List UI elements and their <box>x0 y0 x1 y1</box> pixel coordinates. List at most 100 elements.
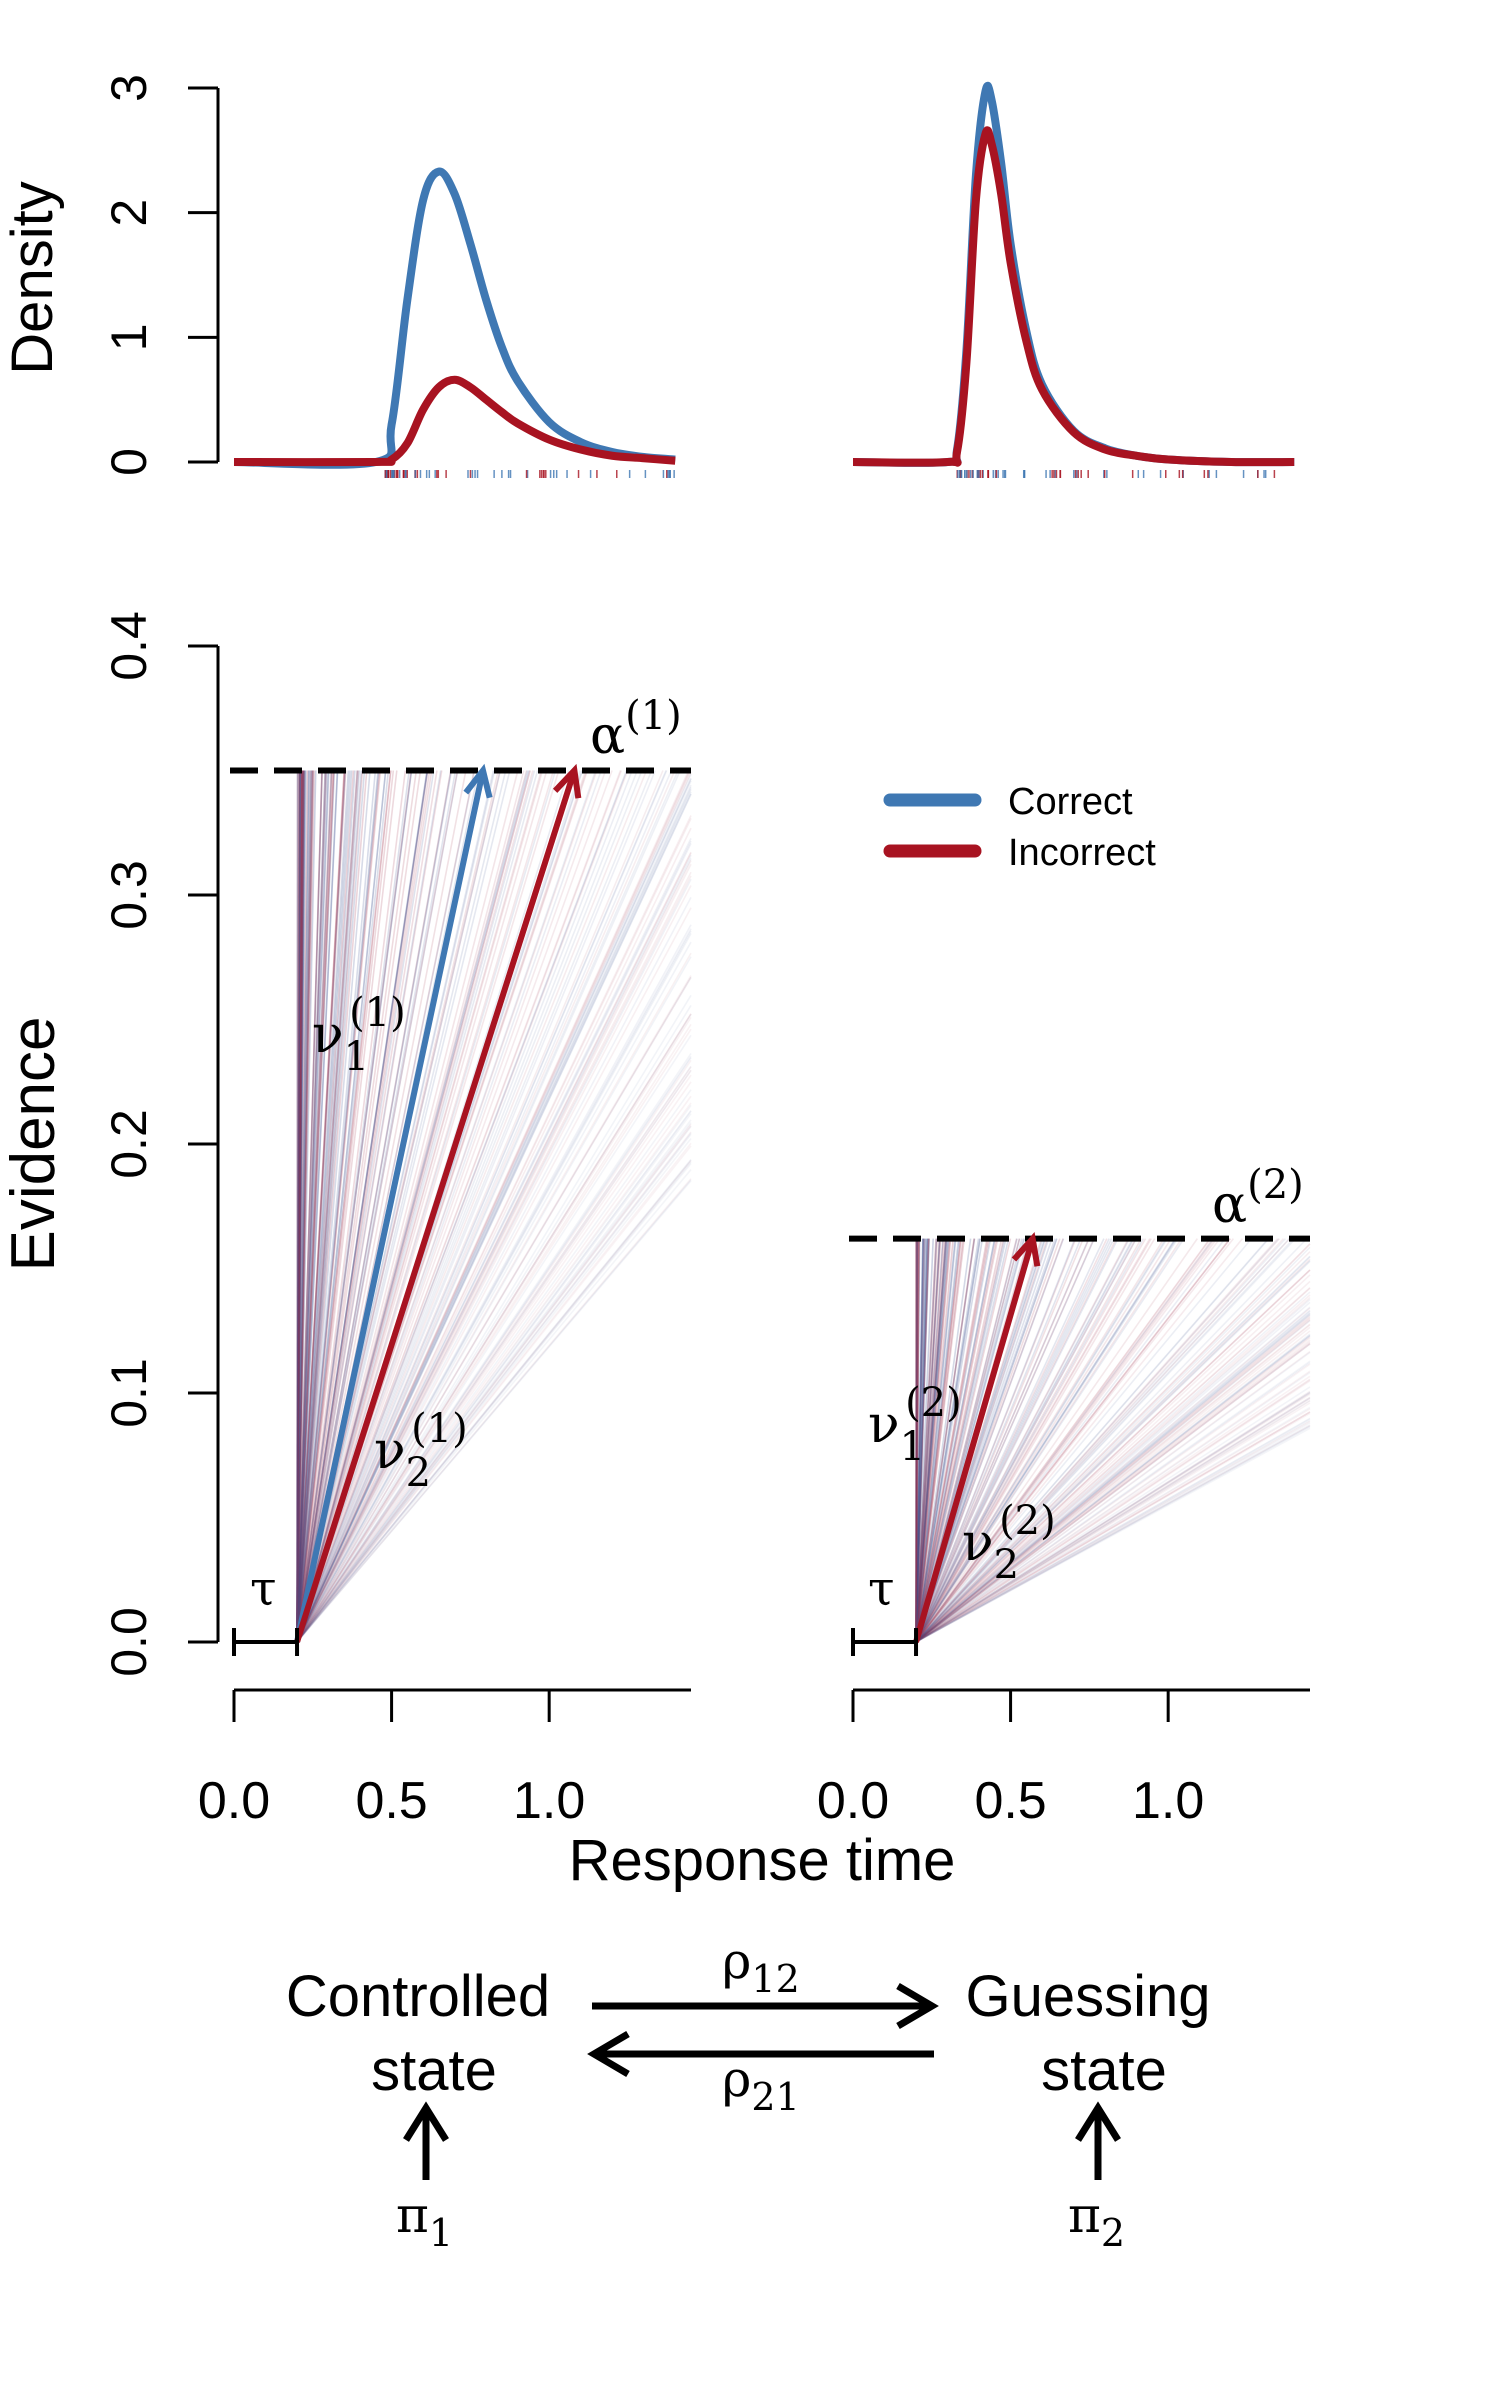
trajectory-line <box>915 1340 1311 1643</box>
trajectory-line <box>915 1238 927 1643</box>
trajectory-line <box>296 770 534 1643</box>
trajectory-line <box>915 1238 954 1643</box>
trajectory-line <box>296 770 623 1643</box>
trajectory-line <box>296 784 692 1643</box>
trajectory-line <box>915 1238 1119 1643</box>
trajectory-line <box>915 1319 1311 1643</box>
trajectory-line <box>915 1256 1311 1643</box>
trajectory-line <box>296 770 664 1643</box>
trajectory-line <box>915 1238 1165 1643</box>
rho21-label: ρ21 <box>722 2050 800 2119</box>
trajectory-line <box>915 1238 981 1643</box>
trajectory-line <box>296 770 335 1643</box>
trajectory-line <box>296 1159 692 1643</box>
trajectory-line <box>296 770 653 1643</box>
trajectory-line <box>915 1238 962 1643</box>
legend-correct-label: Correct <box>1008 781 1133 823</box>
trajectory-line <box>915 1392 1311 1643</box>
trajectory-line <box>296 770 301 1643</box>
trajectory-line <box>296 1004 692 1643</box>
trajectory-line <box>296 1069 692 1643</box>
trajectory-line <box>915 1238 961 1643</box>
trajectory-line <box>915 1238 1231 1643</box>
trajectory-line <box>915 1238 919 1643</box>
trajectory-line <box>296 770 676 1643</box>
trajectory-line <box>296 818 692 1643</box>
trajectory-line <box>915 1238 929 1643</box>
trajectory-line <box>296 1069 692 1643</box>
trajectory-line <box>915 1238 1279 1643</box>
trajectory-line <box>296 1028 692 1643</box>
trajectory-line <box>296 770 339 1643</box>
trajectory-line <box>915 1238 1269 1643</box>
trajectory-line <box>915 1378 1311 1643</box>
trajectory-line <box>915 1280 1311 1643</box>
trajectory-line <box>915 1238 1130 1643</box>
trajectory-line <box>296 770 311 1643</box>
trajectory-line <box>915 1238 975 1643</box>
evidence-left-x-axis: 0.0 0.5 1.0 <box>198 1688 691 1830</box>
trajectory-line <box>915 1238 920 1643</box>
trajectory-line <box>915 1238 962 1643</box>
trajectory-line <box>915 1238 929 1643</box>
density-left-panel: 0 1 2 3 Density <box>0 74 676 478</box>
trajectory-line <box>296 770 442 1643</box>
trajectory-line <box>915 1334 1311 1643</box>
trajectory-line <box>296 770 407 1643</box>
trajectory-line <box>296 770 347 1643</box>
trajectory-line <box>915 1238 941 1643</box>
controlled-state-line2: state <box>371 2038 497 2103</box>
trajectory-line <box>915 1238 1135 1643</box>
trajectory-line <box>296 770 382 1643</box>
trajectory-line <box>296 885 692 1643</box>
pi1-arrow <box>403 2101 449 2180</box>
trajectory-line <box>296 770 339 1643</box>
trajectory-line <box>296 770 346 1643</box>
trajectory-line <box>915 1336 1311 1643</box>
alpha1-label: α(1) <box>590 693 682 766</box>
trajectory-line <box>296 770 639 1643</box>
trajectory-line <box>296 878 692 1643</box>
trajectory-line <box>915 1238 925 1643</box>
trajectory-line <box>296 933 692 1643</box>
trajectory-line <box>915 1238 1244 1643</box>
alpha2-label: α(2) <box>1212 1162 1304 1235</box>
trajectory-line <box>296 770 412 1643</box>
x-tick-label: 1.0 <box>513 1772 585 1830</box>
trajectory-line <box>915 1342 1311 1643</box>
trajectory-line <box>296 770 361 1643</box>
drift-arrow-incorrect <box>913 1237 1036 1643</box>
trajectory-line <box>296 770 300 1643</box>
controlled-state-line1: Controlled <box>286 1964 550 2029</box>
trajectory-line <box>296 770 315 1643</box>
trajectory-line <box>915 1406 1311 1643</box>
trajectory-line <box>915 1238 980 1643</box>
trajectory-line <box>296 875 692 1643</box>
trajectory-line <box>915 1335 1311 1643</box>
evidence-y-tick-label: 0.4 <box>101 611 157 681</box>
trajectory-line <box>915 1269 1311 1643</box>
trajectory-line <box>915 1371 1311 1643</box>
trajectory-line <box>915 1238 950 1643</box>
trajectory-line <box>296 770 539 1643</box>
trajectory-line <box>296 1131 692 1643</box>
trajectory-line <box>915 1238 934 1643</box>
trajectory-line <box>915 1238 941 1643</box>
density-y-tick-label: 2 <box>101 199 157 227</box>
trajectory-line <box>296 770 314 1643</box>
density-right-curves <box>852 81 1295 467</box>
trajectory-line <box>296 770 628 1643</box>
trajectory-line <box>915 1238 956 1643</box>
trajectory-line <box>296 770 304 1643</box>
trajectory-line <box>296 770 528 1643</box>
trajectory-line <box>296 770 335 1643</box>
evidence-right-nondecision-bracket <box>851 1628 919 1656</box>
trajectory-line <box>296 773 692 1643</box>
trajectory-line <box>296 952 692 1643</box>
trajectory-line <box>296 897 692 1643</box>
trajectory-line <box>296 1119 692 1643</box>
trajectory-line <box>915 1427 1311 1643</box>
trajectory-line <box>915 1238 1113 1643</box>
trajectory-line <box>915 1238 1295 1643</box>
trajectory-line <box>296 956 692 1643</box>
